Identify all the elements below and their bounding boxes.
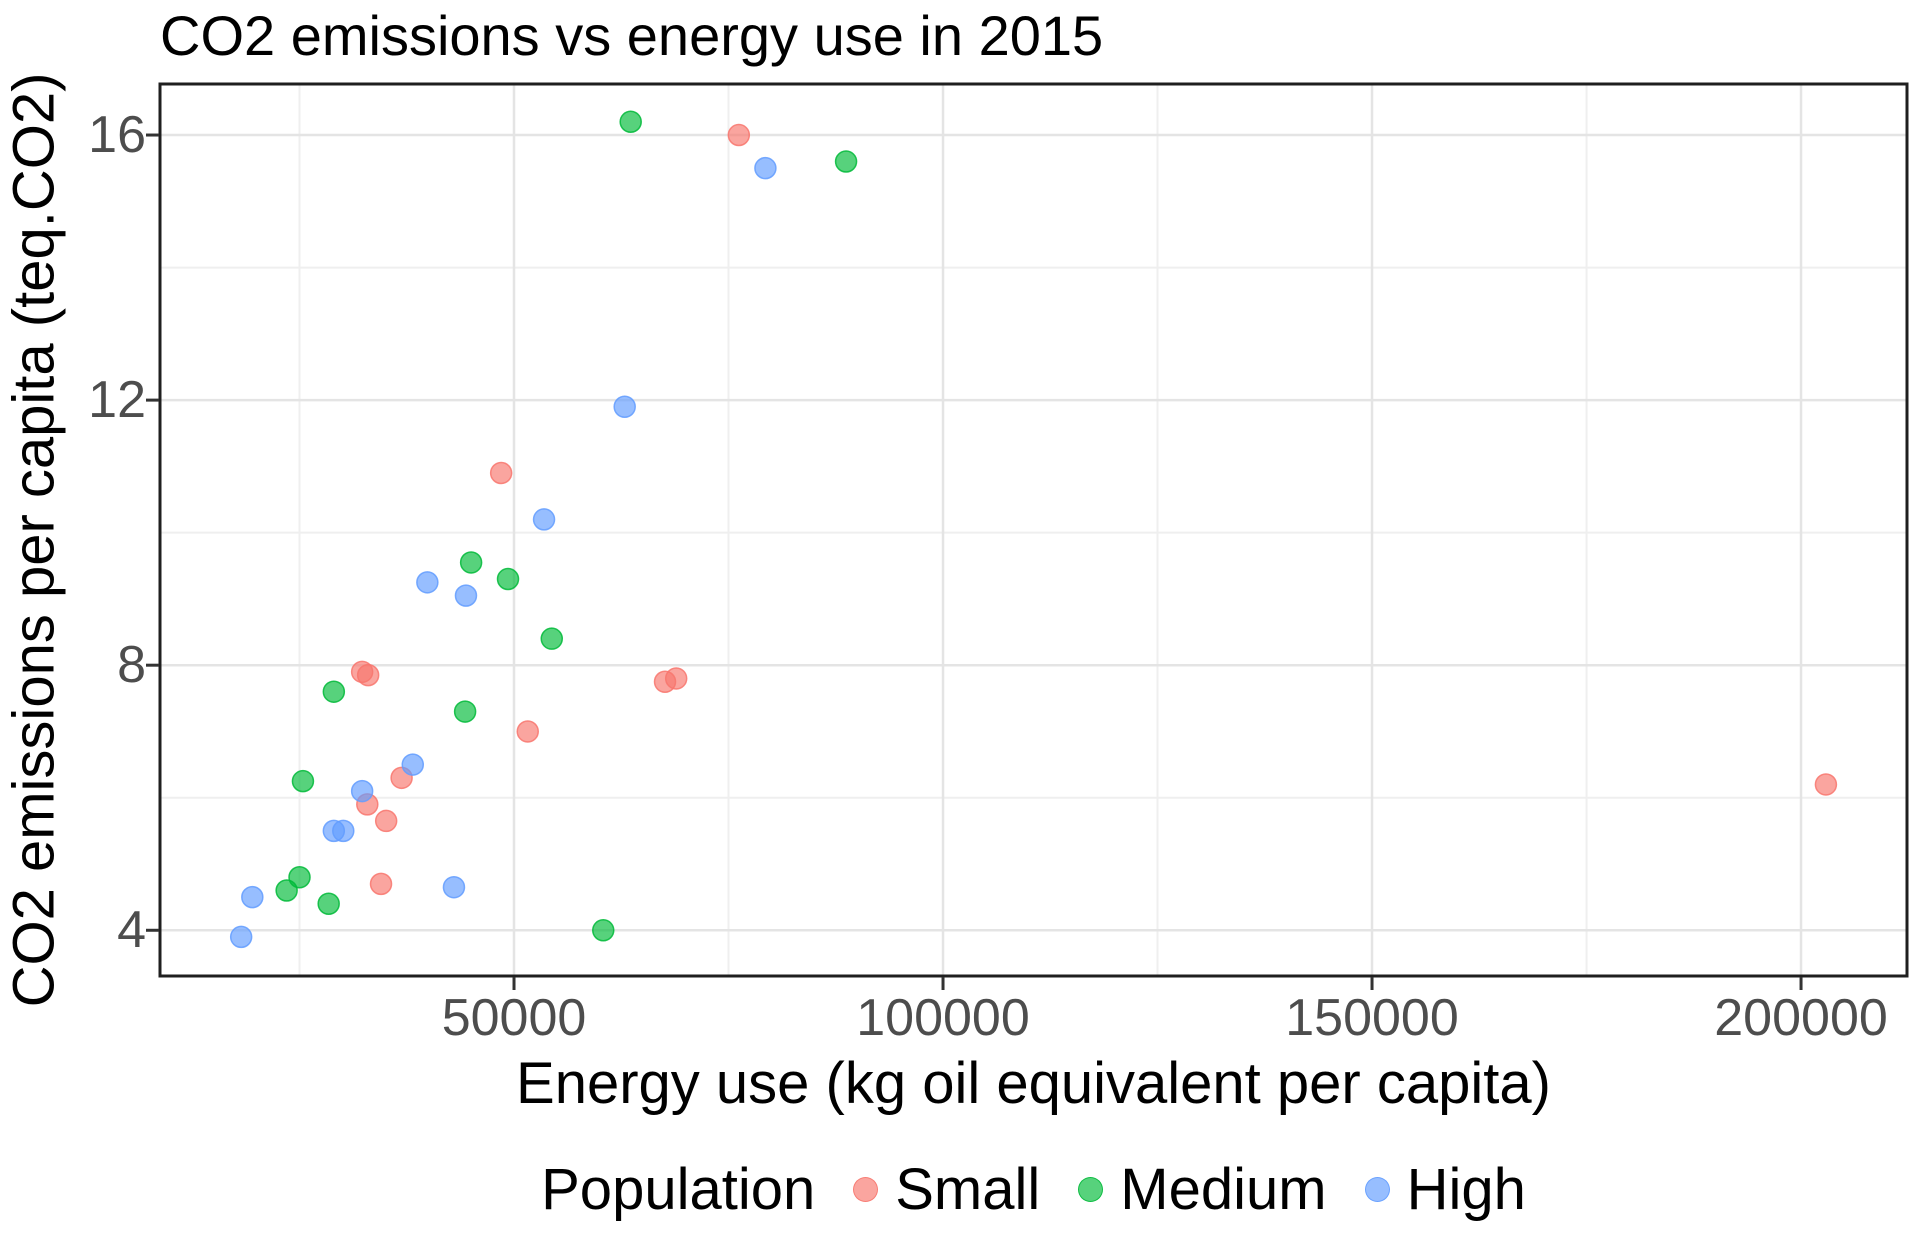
data-point-medium — [275, 879, 298, 902]
x-tick-label: 50000 — [441, 989, 587, 1047]
data-point-medium — [317, 892, 340, 916]
data-point-high — [532, 508, 556, 531]
data-point-medium — [322, 680, 346, 703]
x-tick-label: 100000 — [856, 989, 1030, 1047]
legend-item-small: Small — [853, 1156, 1040, 1223]
data-point-high — [754, 156, 777, 180]
data-point-small — [356, 663, 380, 687]
data-point-medium — [496, 567, 520, 591]
y-tick-label: 16 — [88, 106, 146, 165]
data-point-high — [332, 819, 355, 843]
x-tick-label: 150000 — [1285, 989, 1459, 1047]
data-point-small — [516, 720, 539, 743]
data-point-small — [664, 667, 688, 690]
legend-item-high: High — [1364, 1156, 1526, 1223]
data-point-small — [374, 809, 398, 833]
data-point-high — [416, 571, 439, 594]
y-tick-label: 8 — [117, 636, 146, 695]
x-axis-title: Energy use (kg oil equivalent per capita… — [516, 1051, 1551, 1116]
data-point-small — [369, 872, 393, 896]
legend-item-medium: Medium — [1078, 1156, 1327, 1223]
plot-title: CO2 emissions vs energy use in 2015 — [160, 4, 1104, 67]
data-point-medium — [459, 551, 483, 574]
data-point-high — [442, 875, 466, 899]
data-point-small — [489, 461, 513, 485]
data-point-medium — [540, 627, 564, 650]
data-point-small — [1814, 773, 1838, 796]
data-point-high — [454, 584, 478, 607]
data-point-high — [401, 753, 425, 776]
data-point-small — [727, 123, 751, 147]
y-tick-label: 4 — [117, 901, 146, 960]
data-point-medium — [291, 769, 315, 793]
legend-label-small: Small — [895, 1156, 1041, 1222]
data-point-medium — [619, 110, 642, 134]
legend-label-medium: Medium — [1120, 1156, 1327, 1222]
data-point-medium — [591, 919, 615, 942]
data-point-medium — [834, 150, 858, 173]
x-tick-label: 200000 — [1714, 989, 1888, 1047]
data-point-high — [350, 779, 374, 803]
legend-label-high: High — [1406, 1156, 1526, 1222]
y-tick-label: 12 — [88, 371, 146, 430]
legend-dot-medium — [1078, 1176, 1104, 1202]
data-point-medium — [453, 700, 477, 723]
legend-title: Population — [541, 1156, 816, 1222]
legend: Population Small Medium High — [160, 1146, 1907, 1232]
data-point-high — [613, 395, 636, 418]
panel-border — [158, 82, 1909, 978]
data-point-high — [241, 885, 264, 909]
legend-dot-high — [1364, 1176, 1390, 1202]
data-point-high — [229, 925, 253, 949]
legend-dot-small — [853, 1176, 879, 1202]
y-axis-title: CO2 emissions per capita (teq.CO2) — [1, 72, 67, 1008]
